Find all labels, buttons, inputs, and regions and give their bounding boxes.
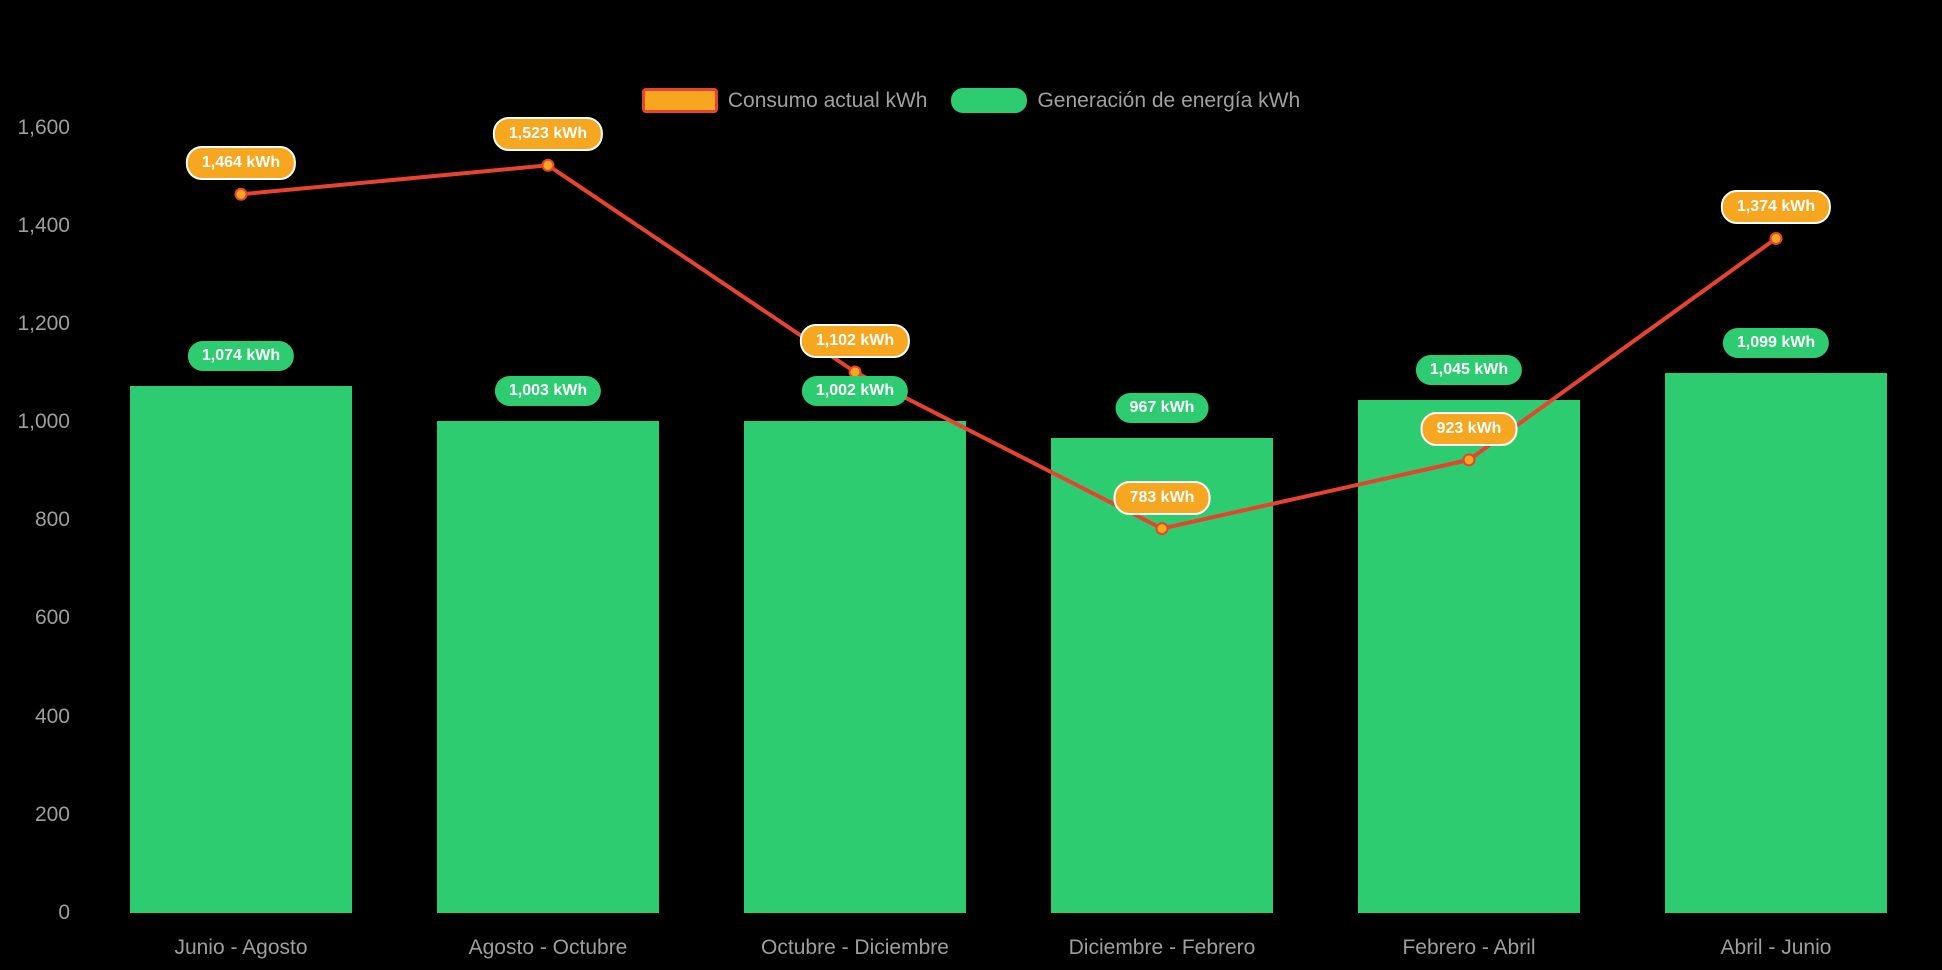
generation-bar[interactable] — [744, 421, 966, 913]
consumption-point[interactable] — [541, 158, 555, 172]
y-axis-tick-label: 1,200 — [17, 311, 70, 335]
bar-value-pill: 967 kWh — [1115, 393, 1209, 424]
x-axis-label: Octubre - Diciembre — [761, 936, 949, 959]
y-axis-tick-label: 1,000 — [17, 410, 70, 434]
x-axis-label: Abril - Junio — [1720, 936, 1832, 959]
generation-bar[interactable] — [437, 420, 659, 913]
y-axis-tick-label: 400 — [34, 704, 70, 728]
y-axis-tick-label: 600 — [34, 606, 70, 630]
line-value-pill: 783 kWh — [1113, 480, 1211, 515]
line-value-pill: 1,102 kWh — [799, 323, 911, 358]
consumption-point[interactable] — [1769, 231, 1783, 245]
line-value-pill: 1,523 kWh — [492, 117, 604, 152]
x-axis-label: Agosto - Octubre — [468, 936, 628, 959]
legend-item-generacion[interactable]: Generación de energía kWh — [951, 88, 1300, 113]
generation-bar[interactable] — [1051, 438, 1273, 913]
bar-value-pill: 1,002 kWh — [801, 376, 909, 407]
x-axis-label: Junio - Agosto — [174, 936, 308, 959]
x-axis-label: Diciembre - Febrero — [1068, 936, 1256, 959]
y-axis-tick-label: 1,600 — [17, 115, 70, 139]
line-value-pill: 1,374 kWh — [1720, 190, 1832, 225]
bar-value-pill: 1,003 kWh — [494, 375, 602, 406]
bar-value-pill: 1,074 kWh — [187, 340, 295, 371]
consumption-point[interactable] — [1462, 453, 1476, 467]
consumption-point[interactable] — [1155, 522, 1169, 536]
y-axis-tick-label: 200 — [34, 802, 70, 826]
generation-bar[interactable] — [1665, 373, 1887, 913]
consumption-line — [240, 163, 1778, 531]
legend-label-consumo: Consumo actual kWh — [727, 88, 928, 112]
y-axis-tick-label: 0 — [58, 901, 70, 924]
y-axis-tick-label: 1,400 — [17, 213, 70, 237]
line-value-pill: 1,464 kWh — [185, 146, 297, 181]
bar-value-pill: 1,099 kWh — [1722, 328, 1830, 359]
legend-swatch-consumo-icon — [641, 88, 718, 113]
y-axis-tick-label: 800 — [34, 508, 70, 532]
legend-swatch-generacion-icon — [951, 88, 1028, 113]
generation-bar[interactable] — [1358, 399, 1580, 913]
x-axis-label: Febrero - Abril — [1402, 936, 1536, 959]
legend-label-generacion: Generación de energía kWh — [1037, 88, 1301, 112]
line-value-pill: 923 kWh — [1420, 411, 1518, 446]
consumption-point[interactable] — [234, 187, 248, 201]
generation-bar[interactable] — [130, 385, 352, 913]
legend-item-consumo[interactable]: Consumo actual kWh — [641, 88, 928, 113]
bar-value-pill: 1,045 kWh — [1415, 354, 1523, 385]
legend: Consumo actual kWh Generación de energía… — [0, 88, 1942, 113]
